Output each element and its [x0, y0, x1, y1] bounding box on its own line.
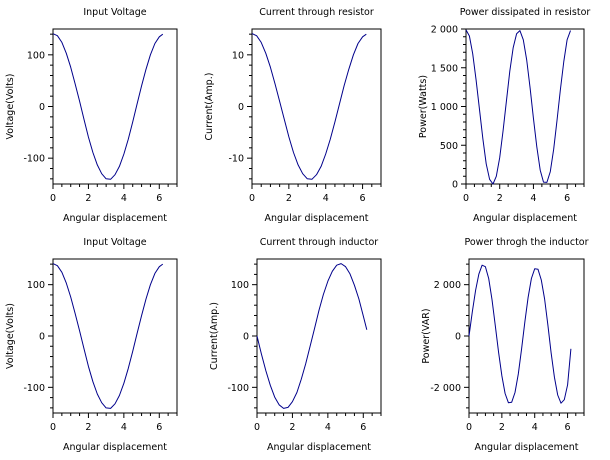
y-tick-label: 500 — [440, 141, 458, 152]
x-tick-label: 4 — [532, 422, 538, 433]
x-tick-label: 6 — [360, 422, 366, 433]
x-tick-label: 2 — [85, 193, 91, 204]
plot-frame — [256, 258, 382, 414]
x-tick-label: 0 — [50, 422, 56, 433]
plot-frame — [251, 28, 382, 185]
x-tick-label: 6 — [156, 422, 162, 433]
chart-panel-5: Current through inductor 0 2 4 6 -100 0 100 Angu… — [209, 237, 382, 453]
y-tick-label: 0 — [39, 102, 45, 113]
series-line — [52, 33, 164, 180]
x-axis-label: Angular displacement — [63, 442, 167, 453]
x-axis-label: Angular displacement — [475, 442, 579, 453]
chart-title: Current through resistor — [259, 7, 374, 18]
y-tick-label: 0 — [39, 332, 45, 343]
x-tick-label: 2 — [289, 422, 295, 433]
y-tick-label: -100 — [23, 383, 45, 394]
y-axis-label: Current(Amp.) — [204, 73, 215, 141]
chart-panel-3: Power dissipated in resistor 0 2 4 6 0 500 1 00… — [418, 7, 590, 224]
x-axis-label: Angular displacement — [473, 213, 577, 224]
plot-frame — [52, 28, 178, 185]
y-tick-label: 0 — [238, 102, 244, 113]
x-tick-label: 0 — [254, 422, 260, 433]
x-tick-label: 4 — [323, 193, 329, 204]
x-tick-label: 2 — [85, 422, 91, 433]
y-tick-label: 100 — [231, 280, 249, 291]
y-tick-label: 100 — [27, 50, 45, 61]
x-tick-label: 6 — [565, 422, 571, 433]
series-line — [251, 33, 367, 180]
x-tick-label: 4 — [530, 193, 536, 204]
y-axis-label: Voltage(Volts) — [5, 74, 16, 140]
y-axis-label: Power(Watts) — [418, 75, 429, 138]
series-line — [52, 263, 164, 409]
chart-panel-2: Current through resistor 0 2 4 6 -10 0 10 Angula… — [204, 7, 382, 224]
y-axis-label: Voltage(Volts) — [5, 303, 16, 369]
y-axis-label: Power(VAR) — [421, 308, 432, 363]
y-tick-label: 2 000 — [434, 280, 461, 291]
series-line — [465, 29, 571, 185]
y-tick-label: -100 — [23, 154, 45, 165]
y-tick-label: 1 500 — [431, 63, 458, 74]
y-tick-label: 0 — [243, 332, 249, 343]
x-tick-label: 4 — [121, 422, 127, 433]
x-tick-label: 2 — [286, 193, 292, 204]
x-tick-label: 6 — [360, 193, 366, 204]
x-axis-label: Angular displacement — [265, 213, 369, 224]
chart-title: Power throgh the inductor — [464, 237, 588, 248]
y-tick-label: 0 — [455, 332, 461, 343]
y-tick-label: -2 000 — [430, 383, 461, 394]
x-axis-label: Angular displacement — [63, 213, 167, 224]
x-tick-label: 0 — [249, 193, 255, 204]
x-tick-label: 2 — [497, 193, 503, 204]
x-tick-label: 2 — [499, 422, 505, 433]
chart-title: Current through inductor — [260, 237, 379, 248]
x-tick-label: 6 — [156, 193, 162, 204]
y-axis-label: Current(Amp.) — [209, 302, 220, 370]
y-tick-label: 1 000 — [431, 102, 458, 113]
x-tick-label: 4 — [121, 193, 127, 204]
x-tick-label: 0 — [50, 193, 56, 204]
y-tick-label: 100 — [27, 280, 45, 291]
x-tick-label: 4 — [325, 422, 331, 433]
y-tick-label: -100 — [227, 383, 249, 394]
chart-panel-1: Input Voltage 0 2 4 6 -100 0 100 Angular displac… — [5, 7, 178, 224]
chart-title: Input Voltage — [83, 7, 146, 18]
x-tick-label: 6 — [564, 193, 570, 204]
y-tick-label: 2 000 — [431, 25, 458, 36]
x-axis-label: Angular displacement — [267, 442, 371, 453]
series-line — [468, 264, 572, 404]
y-tick-label: 0 — [452, 180, 458, 191]
chart-panel-4: Input Voltage 0 2 4 6 -100 0 100 Angular displac… — [5, 237, 178, 453]
series-line — [256, 263, 368, 409]
chart-panel-6: Power throgh the inductor 0 2 4 6 -2 000 0 2 00… — [421, 237, 589, 453]
x-tick-label: 0 — [463, 193, 469, 204]
plot-frame — [52, 258, 178, 414]
y-tick-label: 10 — [232, 50, 244, 61]
chart-title: Power dissipated in resistor — [460, 7, 591, 18]
chart-title: Input Voltage — [83, 237, 146, 248]
x-tick-label: 0 — [466, 422, 472, 433]
y-tick-label: -10 — [228, 154, 244, 165]
